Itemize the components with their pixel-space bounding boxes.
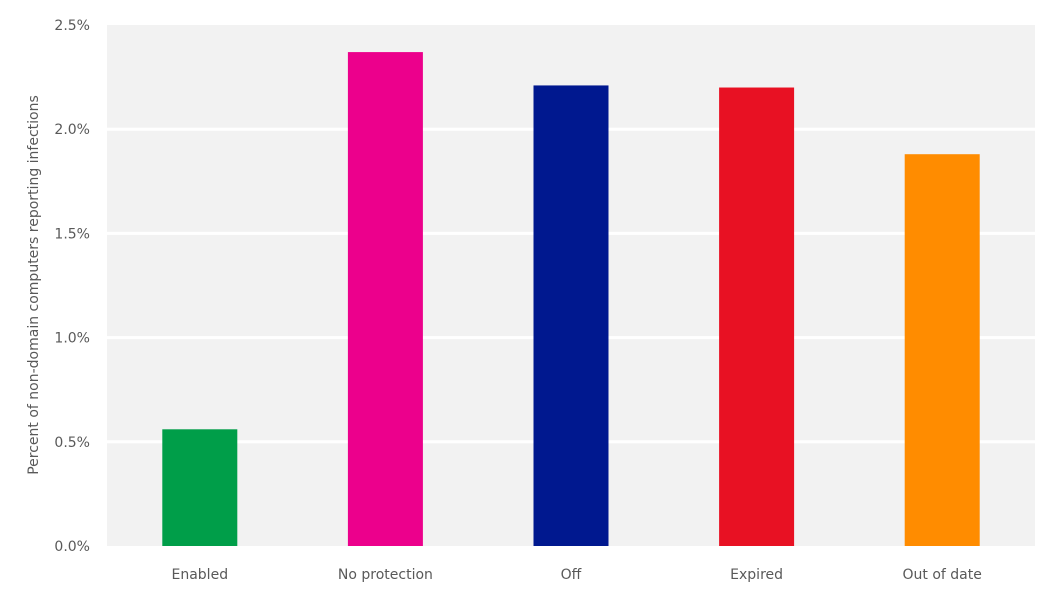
- y-tick-label: 0.5%: [54, 435, 90, 451]
- y-tick-label: 1.5%: [54, 226, 90, 242]
- y-tick-label: 0.0%: [54, 539, 90, 555]
- y-tick-label: 2.5%: [54, 18, 90, 34]
- bar-no-protection: [347, 52, 423, 546]
- x-tick-label: Out of date: [903, 567, 982, 583]
- bar-off: [533, 85, 609, 546]
- x-tick-label: Off: [561, 567, 582, 583]
- x-tick-label: Enabled: [172, 567, 229, 583]
- bar-out-of-date: [904, 154, 980, 546]
- x-tick-label: No protection: [338, 567, 433, 583]
- bar-enabled: [162, 429, 238, 546]
- y-tick-label: 1.0%: [54, 331, 90, 347]
- bar-expired: [719, 87, 795, 547]
- y-axis-label: Percent of non-domain computers reportin…: [26, 95, 42, 475]
- y-tick-label: 2.0%: [54, 122, 90, 138]
- x-tick-label: Expired: [730, 567, 783, 583]
